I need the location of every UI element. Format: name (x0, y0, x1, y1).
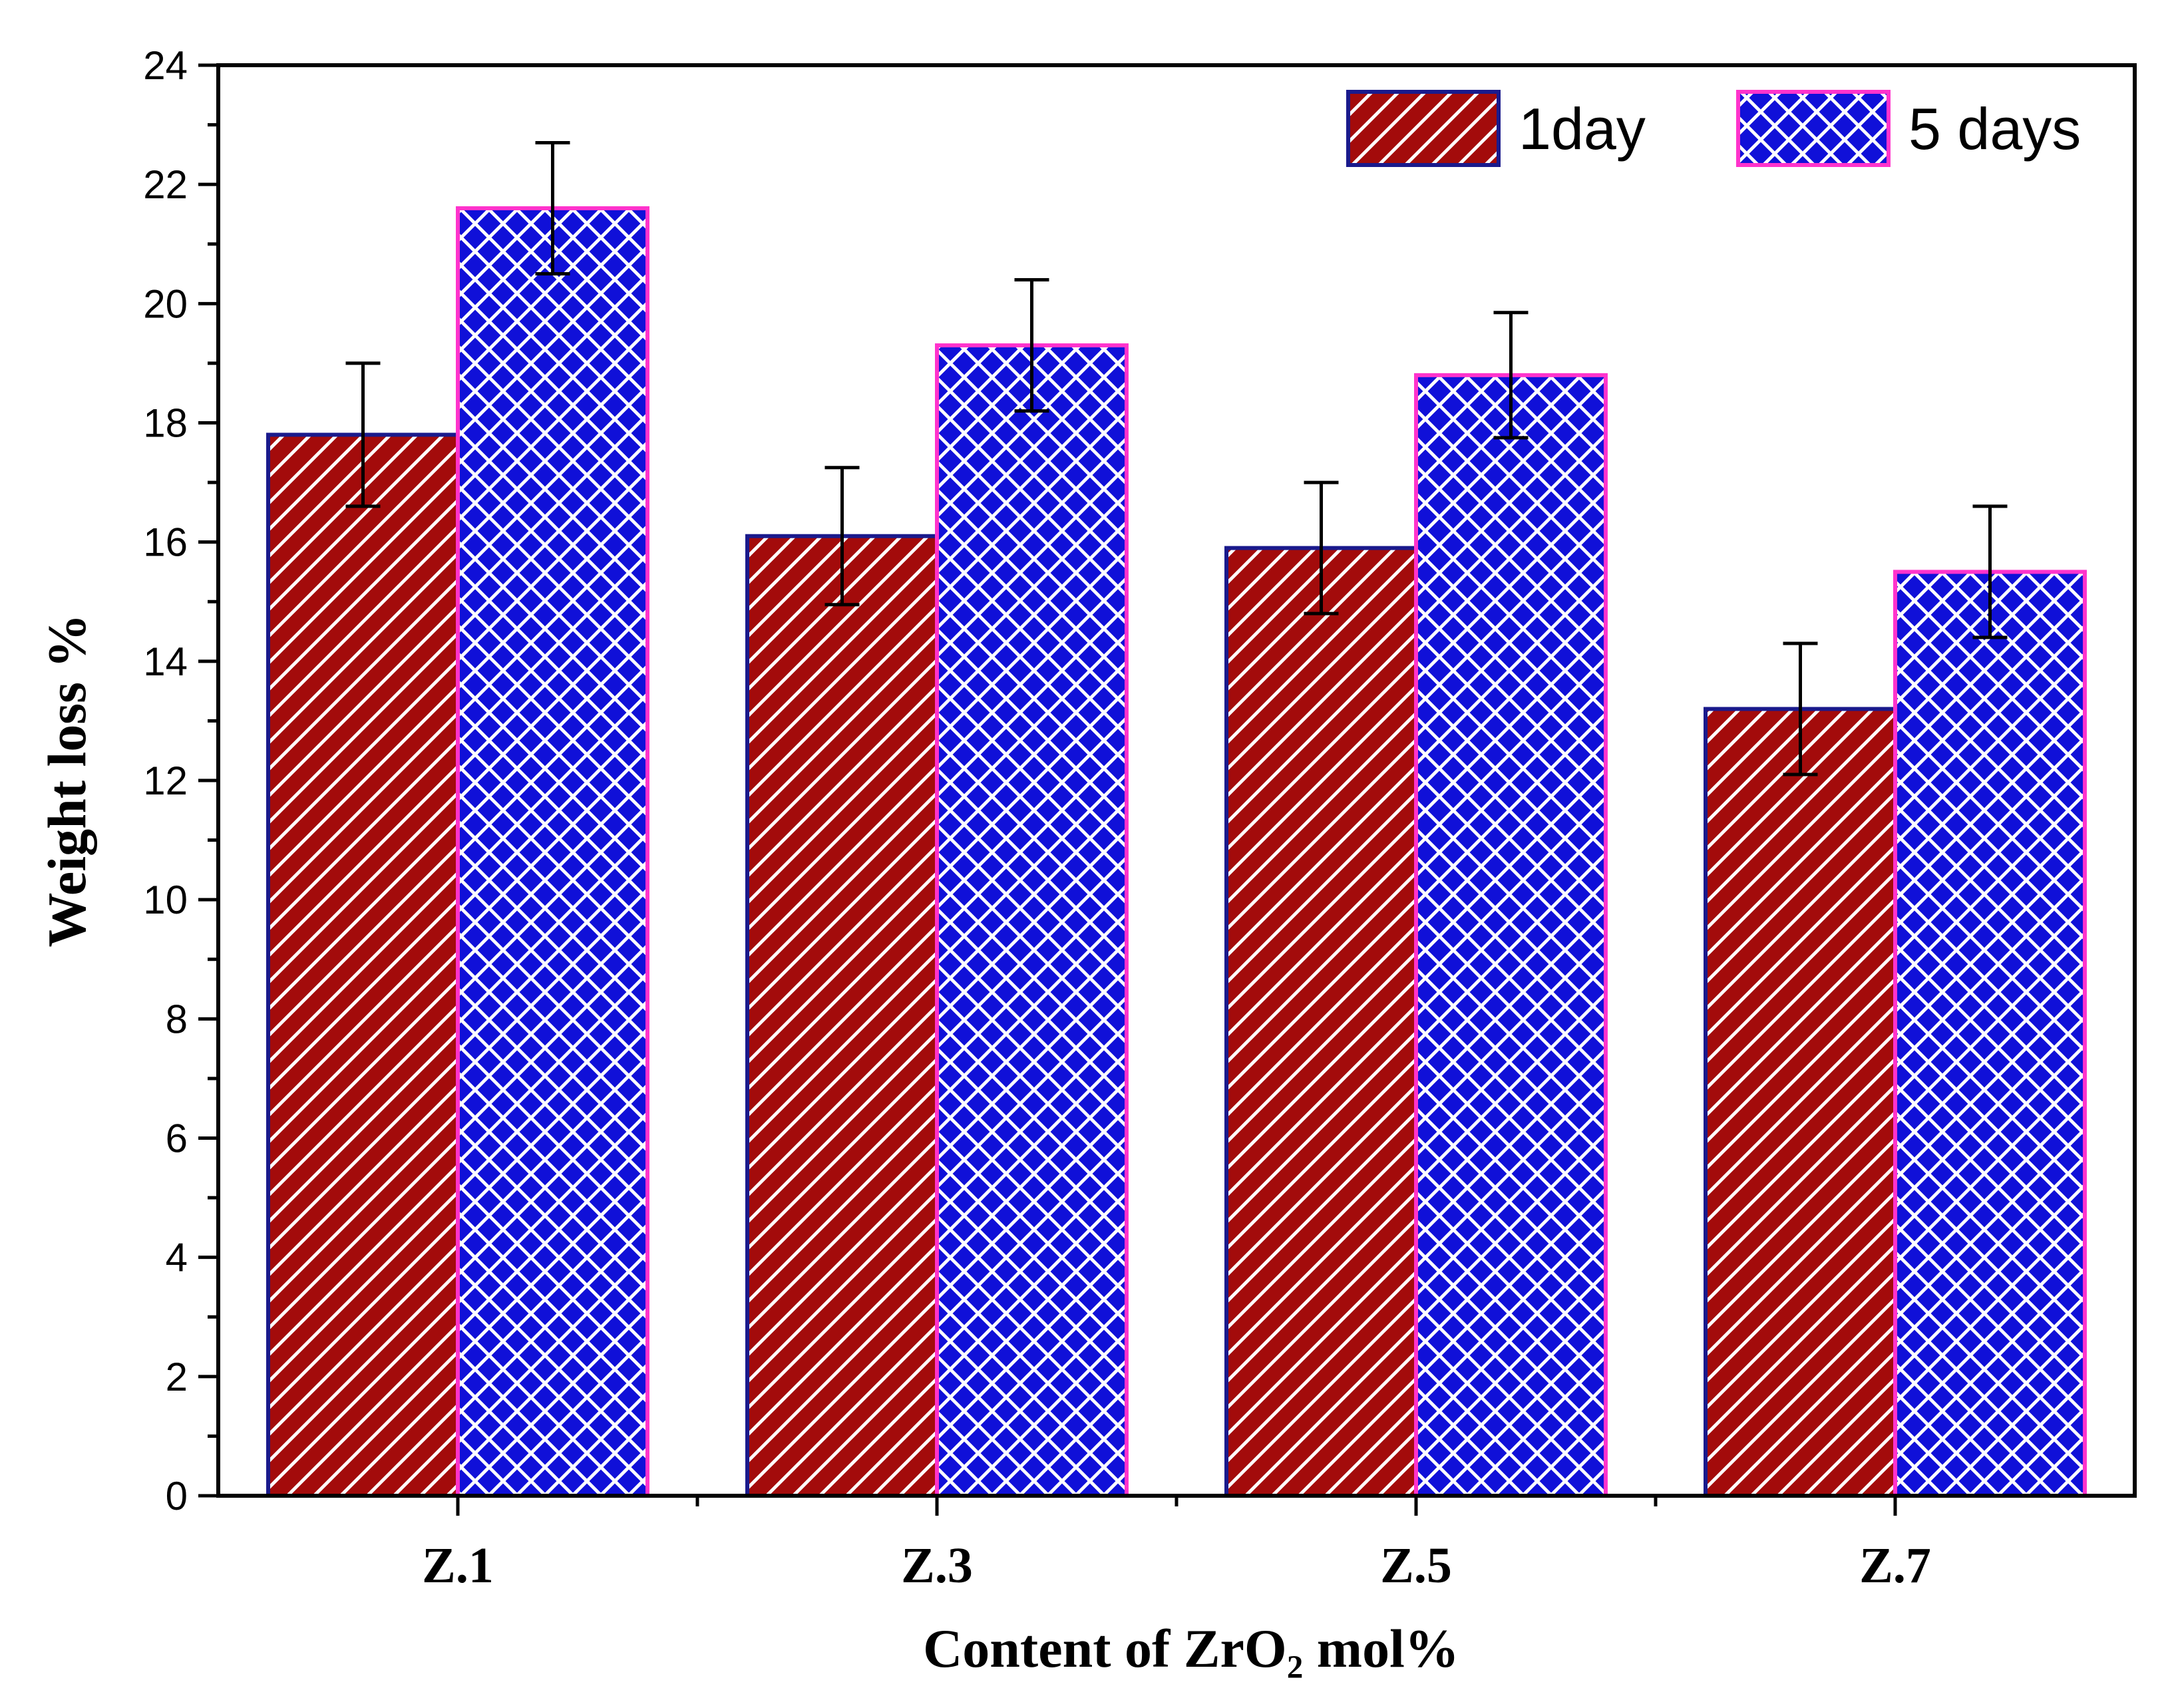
y-tick-label: 0 (166, 1474, 188, 1518)
bar-1day-Z.7 (1704, 707, 1897, 1498)
y-tick-label: 22 (143, 162, 188, 207)
error-bar-5days-Z.5 (1493, 311, 1529, 440)
x-axis-title: Content of ZrO₂ mol% (923, 1618, 1459, 1679)
error-bar-5days-Z.7 (1972, 504, 2008, 639)
y-tick-label: 24 (143, 43, 188, 88)
x-axis-ticks: Z.1 Z.3 Z.5 Z.7 (422, 1496, 1931, 1594)
x-tick-label: Z.7 (1859, 1538, 1931, 1594)
y-tick-label: 14 (143, 639, 188, 684)
bar-1day-Z.1 (266, 432, 460, 1498)
error-bars-layer (345, 140, 2008, 776)
error-bar-1day-Z.5 (1304, 480, 1339, 615)
error-bar-1day-Z.3 (824, 466, 860, 607)
y-tick-label: 18 (143, 401, 188, 446)
bar-5days-Z.7 (1893, 570, 2087, 1498)
bar-5days-Z.1 (456, 206, 649, 1498)
y-tick-label: 10 (143, 878, 188, 922)
bar-5days-Z.5 (1414, 373, 1608, 1498)
bar-5days-Z.3 (935, 343, 1129, 1498)
x-tick-label: Z.1 (422, 1538, 494, 1594)
legend-swatch-1day (1346, 90, 1501, 167)
y-tick-label: 12 (143, 759, 188, 803)
y-tick-label: 4 (166, 1236, 188, 1280)
legend-label-1day: 1day (1519, 96, 1646, 162)
y-tick-label: 16 (143, 520, 188, 565)
error-bar-5days-Z.1 (535, 140, 570, 276)
y-tick-label: 20 (143, 281, 188, 326)
y-tick-label: 2 (166, 1355, 188, 1399)
error-bar-1day-Z.7 (1783, 641, 1818, 776)
y-tick-label: 8 (166, 997, 188, 1041)
bar-1day-Z.3 (745, 534, 939, 1498)
bar-1day-Z.5 (1224, 546, 1418, 1498)
legend-label-5days: 5 days (1908, 96, 2081, 162)
bars-layer (266, 206, 2087, 1498)
error-bar-5days-Z.3 (1014, 278, 1049, 413)
error-bar-1day-Z.1 (345, 361, 381, 508)
legend-swatch-5days (1736, 90, 1891, 167)
y-tick-label: 6 (166, 1116, 188, 1161)
y-axis-title: Weight loss % (37, 613, 97, 947)
legend: 1day 5 days (1346, 90, 2081, 167)
x-tick-label: Z.3 (901, 1538, 973, 1594)
x-tick-label: Z.5 (1380, 1538, 1452, 1594)
